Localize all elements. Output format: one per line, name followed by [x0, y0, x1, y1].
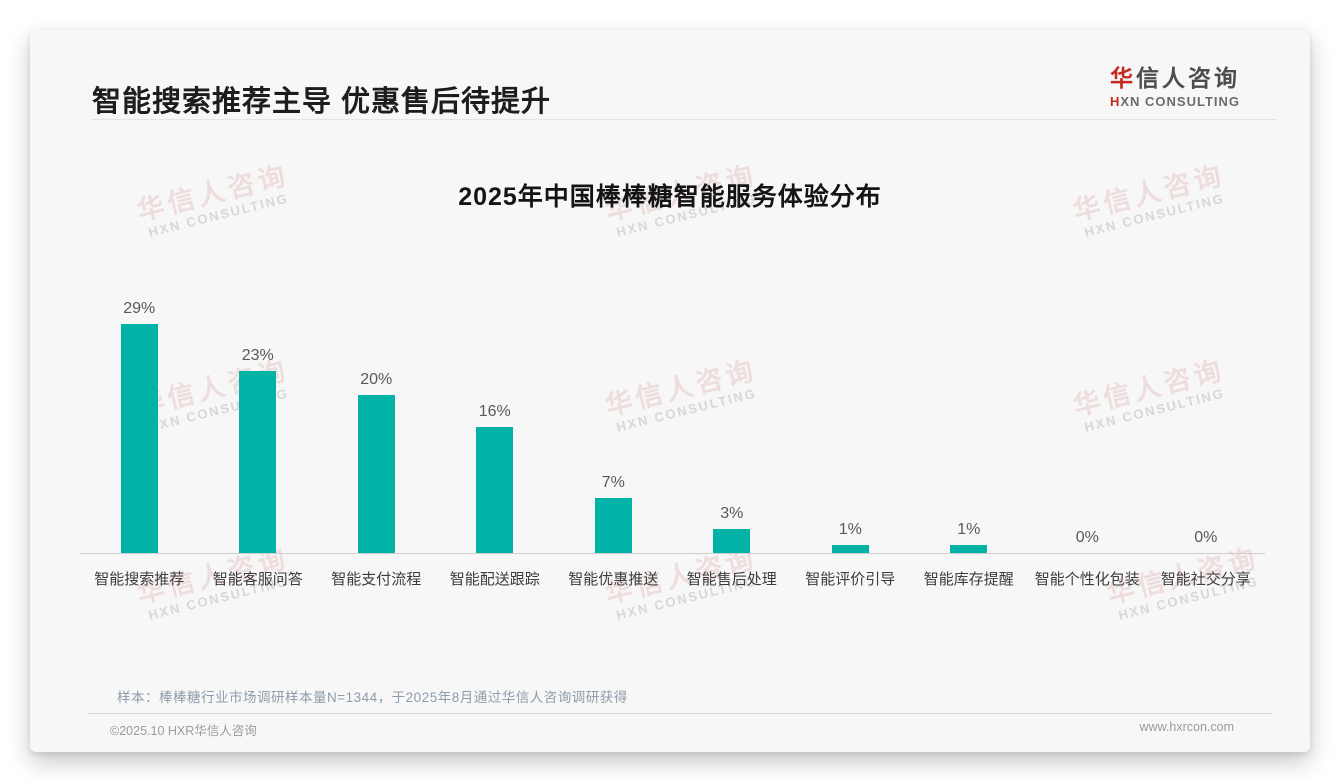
bar-column: 16% [436, 299, 555, 553]
chart-categories: 智能搜索推荐 智能客服问答 智能支付流程 智能配送跟踪 智能优惠推送 智能售后处理 智能评价… [80, 568, 1265, 589]
website-url: www.hxrcon.com [1139, 720, 1234, 734]
bar-value-label: 0% [1194, 529, 1218, 546]
bar [357, 395, 395, 553]
logo-en-text: HXN CONSULTING [1109, 94, 1240, 109]
category-label: 智能配送跟踪 [449, 571, 540, 588]
bar [594, 497, 632, 553]
category-label: 智能库存提醒 [923, 571, 1014, 588]
footer-divider [88, 713, 1272, 714]
chart-title: 2025年中国棒棒糖智能服务体验分布 [458, 183, 882, 211]
bar-value-label: 7% [601, 473, 625, 491]
bar-column: 1% [910, 299, 1029, 553]
bar [239, 371, 277, 553]
bar-value-label: 3% [720, 505, 744, 523]
bar-value-label: 23% [241, 347, 274, 365]
company-logo: 华信人咨询 HXN CONSULTING [1110, 59, 1240, 109]
category-label: 智能支付流程 [331, 571, 422, 588]
category-label: 智能评价引导 [805, 571, 896, 588]
category-label: 智能客服问答 [212, 571, 303, 588]
bar [713, 529, 751, 553]
category-label: 智能个性化包装 [1034, 571, 1140, 588]
bar-column: 0% [1028, 299, 1147, 553]
sample-note: 样本：棒棒糖行业市场调研样本量N=1344，于2025年8月通过华信人咨询调研获… [117, 690, 628, 705]
chart-plot: 29% 23% 20% 16% 7% 3% 1% 1% 0% 0% [80, 299, 1265, 554]
bar-value-label: 16% [478, 402, 511, 420]
bar [120, 323, 158, 553]
bar [831, 545, 869, 553]
category-label: 智能搜索推荐 [94, 571, 185, 588]
logo-cn-text: 华信人咨询 [1109, 65, 1240, 91]
bar-value-label: 1% [838, 521, 862, 539]
bar [950, 545, 988, 553]
category-label: 智能售后处理 [686, 571, 777, 588]
bar-value-label: 20% [360, 371, 393, 388]
header-divider [92, 119, 1276, 120]
bar-column: 1% [791, 299, 910, 553]
category-label: 智能优惠推送 [568, 571, 659, 588]
bar-value-label: 1% [957, 521, 981, 539]
slide-card: 华信人咨询 HXN CONSULTING 华信人咨询 HXN CONSULTING … [30, 30, 1310, 752]
copyright-text: ©2025.10 HXR华信人咨询 [110, 724, 257, 738]
bar-value-label: 0% [1075, 529, 1099, 546]
bar-column: 29% [80, 299, 199, 553]
bar-column: 7% [554, 299, 673, 553]
bar [476, 426, 514, 553]
bar-column: 20% [317, 299, 436, 553]
bar-column: 23% [199, 299, 318, 553]
page-title: 智能搜索推荐主导 优惠售后待提升 [92, 86, 552, 118]
bar-column: 0% [1147, 299, 1266, 553]
bar-column: 3% [673, 299, 792, 553]
category-label: 智能社交分享 [1160, 571, 1251, 588]
bar-value-label: 29% [123, 299, 156, 317]
